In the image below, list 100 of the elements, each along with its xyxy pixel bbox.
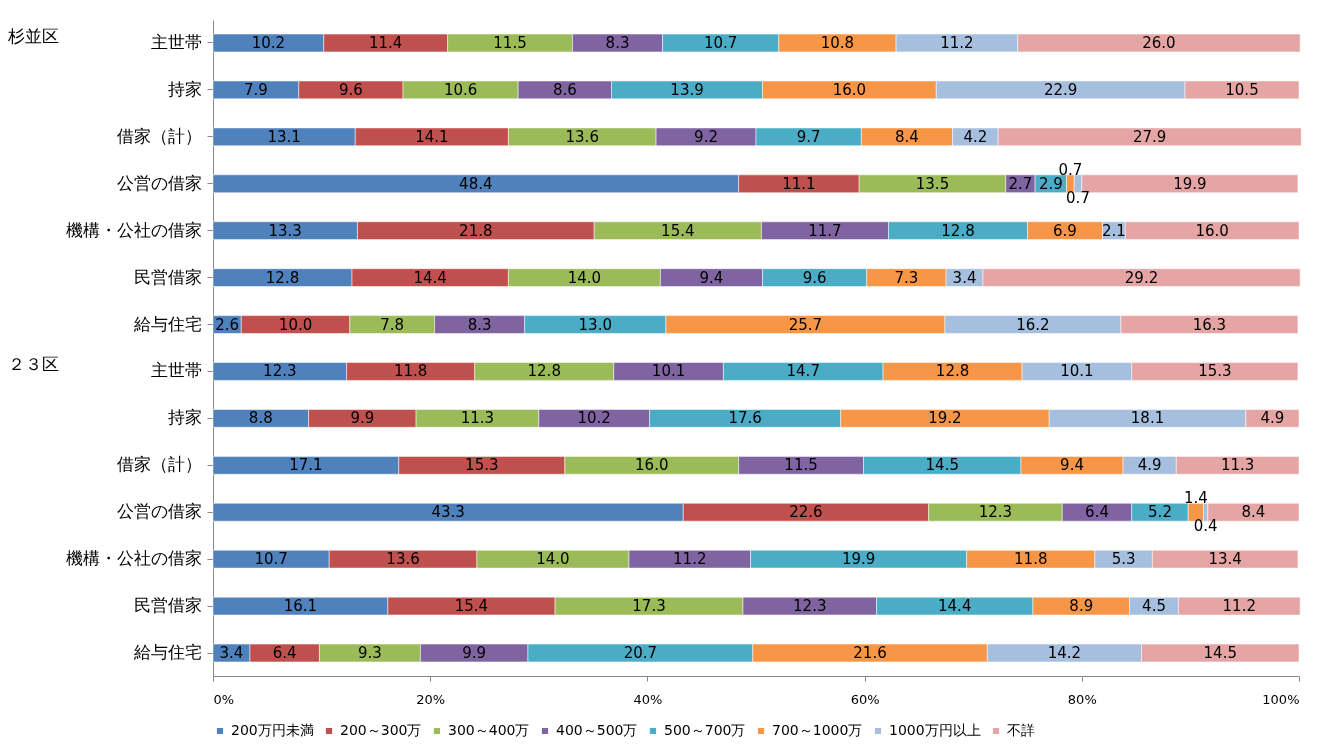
data-label: 9.9: [462, 644, 487, 663]
data-label: 14.2: [1047, 644, 1082, 663]
data-label: 14.0: [567, 268, 602, 287]
data-label: 11.8: [393, 362, 428, 381]
data-label: 12.8: [941, 221, 975, 240]
data-label: 8.6: [552, 80, 577, 99]
legend-label: 不詳: [1007, 722, 1035, 738]
data-label: 9.2: [694, 127, 718, 146]
y-tick-label: 給与住宅: [132, 642, 202, 663]
data-label: 14.4: [413, 268, 447, 287]
data-label: 10.8: [820, 33, 855, 52]
data-label: 11.3: [1220, 456, 1255, 475]
data-label: 12.3: [263, 362, 297, 381]
data-label: 15.4: [454, 597, 489, 616]
y-tick-label: 公営の借家: [116, 501, 202, 522]
data-label: 13.6: [386, 550, 420, 569]
data-label: 26.0: [1142, 33, 1176, 52]
data-label: 11.7: [808, 221, 842, 240]
y-tick-label: 主世帯: [150, 360, 202, 381]
text: 杉並区: [7, 25, 59, 46]
data-label: 13.3: [268, 221, 302, 240]
data-label: 16.3: [1192, 315, 1227, 334]
data-label: 9.9: [350, 409, 375, 428]
data-label: 9.7: [796, 127, 821, 146]
data-label: 22.9: [1043, 80, 1078, 99]
x-tick-label: 60%: [850, 691, 880, 707]
x-tick-label: 40%: [633, 691, 663, 707]
data-label: 7.3: [894, 268, 919, 287]
data-label: 16.0: [1195, 221, 1229, 240]
data-label: 4.2: [963, 127, 988, 146]
data-label: 10.6: [443, 80, 478, 99]
data-label: 6.9: [1053, 221, 1077, 240]
data-label: 3.4: [219, 644, 244, 663]
data-label: 9.3: [358, 644, 382, 663]
data-label: 20.7: [623, 644, 658, 663]
data-label: 19.2: [928, 409, 962, 428]
data-label: 3.4: [952, 268, 977, 287]
data-label: 2.9: [1038, 174, 1063, 193]
data-label: 6.4: [272, 644, 297, 663]
data-label: 16.0: [635, 456, 669, 475]
data-label: 4.9: [1137, 456, 1162, 475]
data-label: 8.4: [1241, 503, 1266, 522]
y-tick-label: 民営借家: [133, 266, 202, 287]
data-label: 8.3: [467, 315, 492, 334]
y-tick-label: 持家: [167, 78, 202, 99]
data-label: 14.5: [925, 456, 959, 475]
data-label: 4.9: [1260, 409, 1285, 428]
legend-label: 300～400万: [448, 722, 530, 738]
data-label: 15.3: [465, 456, 499, 475]
data-label: 9.4: [699, 268, 724, 287]
data-label: 0.4: [1193, 517, 1218, 536]
data-label: 15.3: [1198, 362, 1232, 381]
data-label: 8.8: [248, 409, 273, 428]
text: ２３区: [8, 354, 59, 375]
data-label: 10.0: [278, 315, 313, 334]
data-label: 2.6: [215, 315, 240, 334]
y-tick-label: 主世帯: [150, 31, 202, 52]
data-label: 14.7: [786, 362, 820, 381]
data-label: 29.2: [1124, 268, 1159, 287]
data-label: 11.5: [784, 456, 818, 475]
data-label: 13.1: [267, 127, 301, 146]
data-label: 21.8: [459, 221, 493, 240]
data-label: 12.8: [935, 362, 970, 381]
data-label: 8.9: [1069, 597, 1094, 616]
data-label: 11.4: [368, 33, 403, 52]
legend-label: 200～300万: [340, 722, 422, 738]
data-label: 13.4: [1208, 550, 1242, 569]
legend-label: 400～500万: [556, 722, 638, 738]
data-label: 10.7: [254, 550, 288, 569]
data-label: 43.3: [431, 503, 465, 522]
data-label: 12.8: [527, 362, 561, 381]
data-label: 13.6: [565, 127, 599, 146]
data-label: 10.7: [704, 33, 738, 52]
data-label: 14.5: [1203, 644, 1237, 663]
data-label: 10.2: [251, 33, 286, 52]
data-label: 25.7: [788, 315, 823, 334]
data-label: 15.4: [661, 221, 695, 240]
data-label: 17.1: [289, 456, 323, 475]
data-label: 11.2: [940, 33, 974, 52]
data-label: 1.4: [1183, 489, 1208, 508]
data-label: 13.9: [670, 80, 704, 99]
data-label: 10.5: [1225, 80, 1259, 99]
data-label: 12.3: [978, 503, 1013, 522]
y-tick-label: 機構・公社の借家: [65, 219, 202, 240]
data-label: 16.1: [283, 597, 318, 616]
data-label: 19.9: [1173, 174, 1207, 193]
data-label: 13.0: [578, 315, 612, 334]
data-label: 11.2: [673, 550, 707, 569]
x-tick-label: 20%: [416, 691, 446, 707]
data-label: 5.2: [1148, 503, 1172, 522]
data-label: 9.4: [1060, 456, 1084, 475]
y-tick-label: 借家（計）: [116, 454, 202, 475]
y-tick-label: 機構・公社の借家: [65, 548, 202, 569]
data-label: 11.1: [782, 174, 816, 193]
data-label: 22.6: [789, 503, 823, 522]
data-label: 0.7: [1066, 188, 1090, 207]
data-label: 48.4: [459, 174, 493, 193]
legend-label: 200万円未満: [231, 722, 314, 738]
data-label: 16.0: [832, 80, 867, 99]
data-label: 12.8: [265, 268, 300, 287]
